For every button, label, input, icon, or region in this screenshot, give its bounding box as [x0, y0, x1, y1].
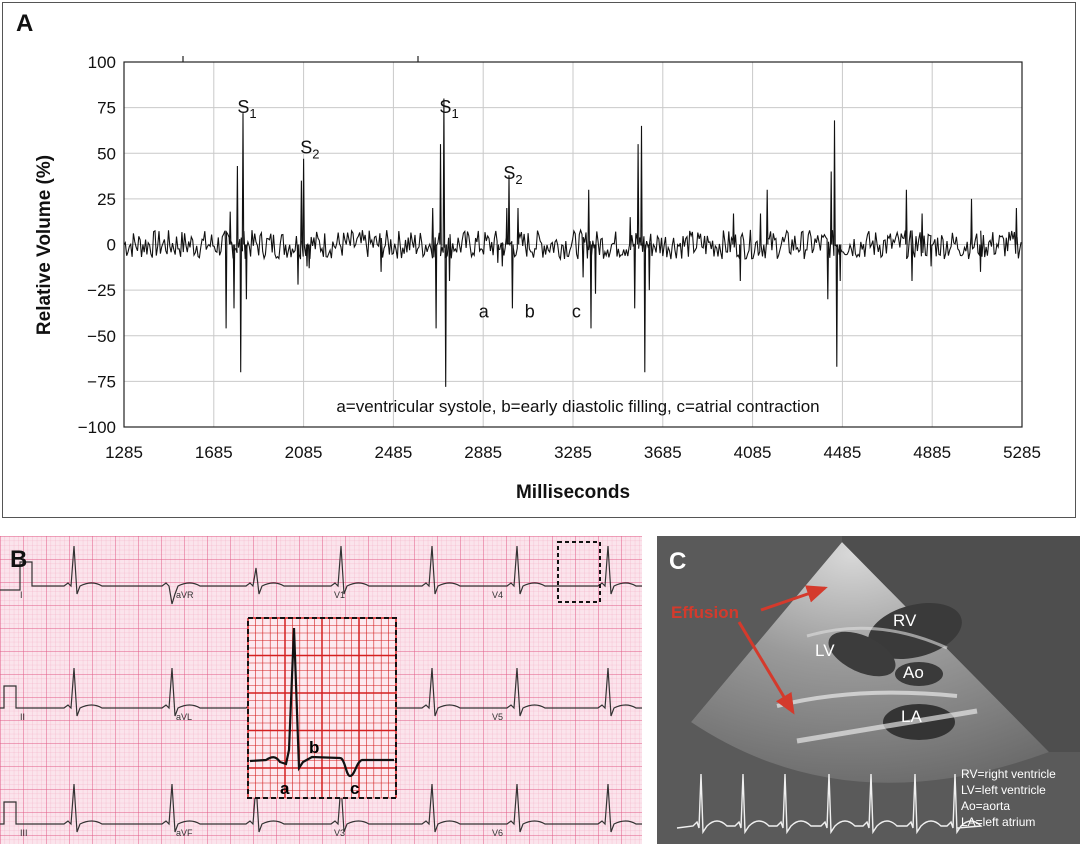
x-tick-label: 3685 [644, 443, 682, 462]
legend-rv: RV=right ventricle [961, 767, 1056, 781]
la-label: LA [901, 707, 922, 726]
volume-trace [123, 98, 1022, 387]
y-tick-label: 50 [97, 144, 116, 163]
echo-ecg-line [676, 773, 983, 835]
x-tick-label: 3285 [554, 443, 592, 462]
peak-annotation: b [525, 302, 535, 322]
volume-chart: 1285 1685 2085 2485 2885 3285 3685 4085 4485 4885… [34, 53, 1041, 503]
ecg-row-trace [0, 545, 642, 605]
rv-label: RV [893, 611, 917, 630]
ecg-lead-label: V4 [492, 590, 503, 600]
legend-la: LA=left atrium [961, 815, 1035, 829]
ecg-lead-label: I [20, 590, 23, 600]
panel-a-frame [2, 2, 1076, 518]
y-tick-label: 25 [97, 190, 116, 209]
inset-label-b: b [309, 738, 319, 757]
x-tick-label: 2885 [464, 443, 502, 462]
panel-c-letter: C [669, 548, 687, 575]
x-tick-label: 1285 [105, 443, 143, 462]
ecg-lead-label: aVL [176, 712, 192, 722]
legend-lv: LV=left ventricle [961, 783, 1046, 797]
x-axis-label: Milliseconds [516, 482, 630, 503]
y-tick-label: −25 [87, 281, 116, 300]
effusion-arrow-lower [737, 621, 795, 715]
x-tick-label: 2085 [285, 443, 323, 462]
ecg-lead-label: V1 [334, 590, 345, 600]
x-tick-label: 2485 [374, 443, 412, 462]
ecg-lead-label: V5 [492, 712, 503, 722]
peak-annotation: S2 [503, 163, 522, 187]
effusion-arrow-upper [760, 585, 828, 612]
ecg-lead-label: II [20, 712, 25, 722]
x-tick-label: 4485 [823, 443, 861, 462]
panel-a-letter: A [16, 10, 34, 37]
ao-label: Ao [903, 663, 924, 682]
ecg-lead-label: V3 [334, 828, 345, 838]
legend-ao: Ao=aorta [961, 799, 1010, 813]
y-tick-label: −50 [87, 327, 116, 346]
ecg-lead-label: III [20, 828, 28, 838]
chart-caption: a=ventricular systole, b=early diastolic… [336, 397, 819, 416]
ecg-row-trace [0, 783, 642, 833]
x-tick-label: 4085 [734, 443, 772, 462]
echo-image: Effusion RV LV Ao LA RV=right ventricle … [657, 536, 1080, 835]
y-tick-label: −75 [87, 372, 116, 391]
x-tick-label: 5285 [1003, 443, 1041, 462]
effusion-label: Effusion [671, 603, 739, 622]
panel-b-letter: B [10, 546, 28, 573]
x-tick-label: 1685 [195, 443, 233, 462]
lv-label: LV [815, 641, 835, 660]
y-axis-label: Relative Volume (%) [34, 155, 55, 335]
echo-panel: Effusion RV LV Ao LA RV=right ventricle … [657, 536, 1080, 844]
selection-box [557, 541, 601, 603]
echo-ecg-trace [676, 773, 983, 835]
x-tick-label: 4885 [913, 443, 951, 462]
ecg-lead-label: aVR [176, 590, 194, 600]
lv-chamber [828, 631, 896, 677]
echo-legend: RV=right ventricle LV=left ventricle Ao=… [961, 767, 1056, 829]
ecg-lead-label: V6 [492, 828, 503, 838]
y-tick-label: 0 [107, 236, 116, 255]
inset-label-a: a [280, 779, 290, 798]
tick-labels: 1285 1685 2085 2485 2885 3285 3685 4085 4485 4885… [78, 53, 1041, 462]
peak-annotation: S1 [439, 97, 458, 121]
y-tick-label: 100 [88, 53, 116, 72]
ao-chamber [895, 662, 943, 686]
y-tick-label: −100 [78, 418, 116, 437]
y-tick-label: 75 [97, 99, 116, 118]
ecg-inset: a b c [247, 617, 397, 799]
inset-label-c: c [350, 779, 359, 798]
peak-annotation: a [479, 302, 490, 322]
peak-annotation: c [572, 302, 581, 322]
ecg-lead-label: aVF [176, 828, 193, 838]
peak-annotation: S1 [237, 97, 256, 121]
